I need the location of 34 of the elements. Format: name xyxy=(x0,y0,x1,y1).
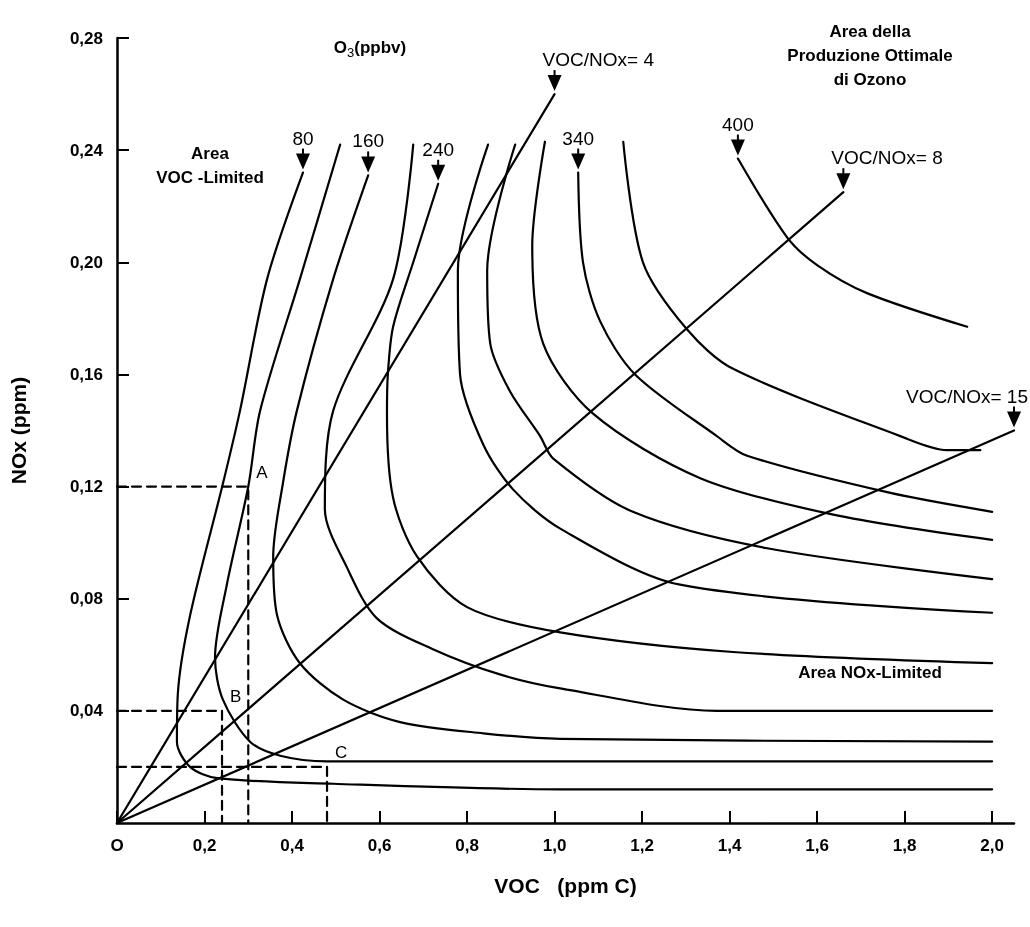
x-tick-label: 0,8 xyxy=(455,836,479,855)
x-tick-label: 0,6 xyxy=(367,836,392,855)
series-label: 160 xyxy=(352,130,385,152)
y-tick-label: 0,28 xyxy=(69,28,103,48)
x-tick-label: 2,0 xyxy=(980,836,1004,855)
y-axis-title: NOx (ppm) xyxy=(7,376,30,485)
series-label: 400 xyxy=(722,113,754,135)
x-tick-label: 1,8 xyxy=(892,836,917,855)
x-axis-title: VOC (ppm C) xyxy=(494,874,637,897)
series-label: VOC/NOx= 8 xyxy=(831,147,943,169)
y-tick-label: 0,20 xyxy=(69,252,103,272)
y-tick-label: 0,16 xyxy=(69,364,103,384)
x-tick-label: 1,4 xyxy=(717,836,742,855)
annotation: Area NOx-Limited xyxy=(798,662,942,682)
x-tick-label: 1,6 xyxy=(805,836,829,855)
series-label: VOC/NOx= 15 xyxy=(906,385,1028,407)
y-tick-label: 0,12 xyxy=(69,477,103,497)
y-tick-label: 0,08 xyxy=(69,589,103,609)
annotation: A xyxy=(256,463,269,483)
x-tick-label: 0,2 xyxy=(192,836,217,855)
series-label: 340 xyxy=(562,127,595,149)
series-label: 240 xyxy=(422,138,455,160)
x-tick-label: O xyxy=(110,836,124,855)
annotation: Area della Produzione Ottimale di Ozono xyxy=(787,21,953,89)
series-label: VOC/NOx= 4 xyxy=(542,49,655,71)
y-tick-label: 0,24 xyxy=(69,140,104,160)
annotation: C xyxy=(335,743,348,763)
y-tick-label: 0,04 xyxy=(69,701,104,721)
x-tick-label: 1,2 xyxy=(630,836,654,855)
annotation: B xyxy=(230,687,242,707)
x-tick-label: 0,4 xyxy=(280,836,305,855)
annotation: Area VOC -Limited xyxy=(156,143,264,187)
x-tick-label: 1,0 xyxy=(542,836,567,855)
series-label: 80 xyxy=(292,127,314,149)
